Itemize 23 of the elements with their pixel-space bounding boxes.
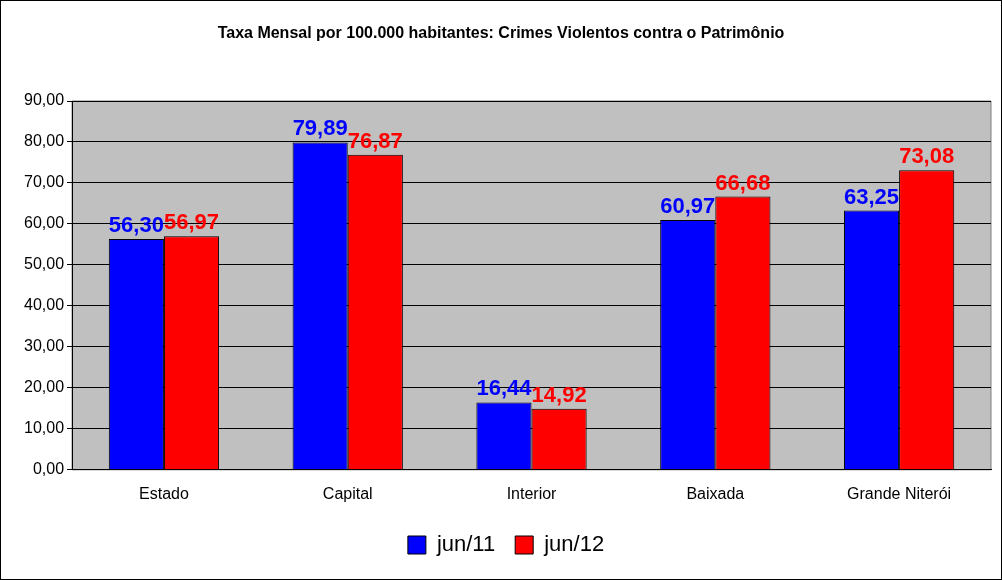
data-label: 73,08 <box>899 143 955 169</box>
y-tick-label: 80,00 <box>23 132 65 150</box>
data-label: 63,25 <box>844 183 900 209</box>
x-tick-label: Capital <box>322 484 373 502</box>
x-tick-label: Baixada <box>686 484 745 502</box>
y-tick-label: 70,00 <box>23 173 65 191</box>
x-tick-label: Grande Niterói <box>847 484 952 502</box>
data-label: 79,89 <box>292 115 348 141</box>
chart-title: Taxa Mensal por 100.000 habitantes: Crimes Violentos contra o Patrimônio <box>216 23 786 43</box>
data-label: 60,97 <box>660 193 716 219</box>
x-tick-label: Estado <box>139 484 189 502</box>
y-tick-label: 10,00 <box>23 419 65 437</box>
y-tick-label: 90,00 <box>23 91 65 109</box>
legend-label: jun/11 <box>435 531 496 557</box>
y-tick-label: 60,00 <box>23 214 65 232</box>
y-tick-label: 30,00 <box>23 337 65 355</box>
x-tick-label: Interior <box>506 484 558 502</box>
data-label: 14,92 <box>531 381 587 407</box>
legend-label: jun/12 <box>543 531 605 557</box>
y-tick-label: 0,00 <box>32 460 65 478</box>
y-tick-label: 40,00 <box>23 296 65 314</box>
y-tick-label: 20,00 <box>23 378 65 396</box>
y-tick-label: 50,00 <box>23 255 65 273</box>
